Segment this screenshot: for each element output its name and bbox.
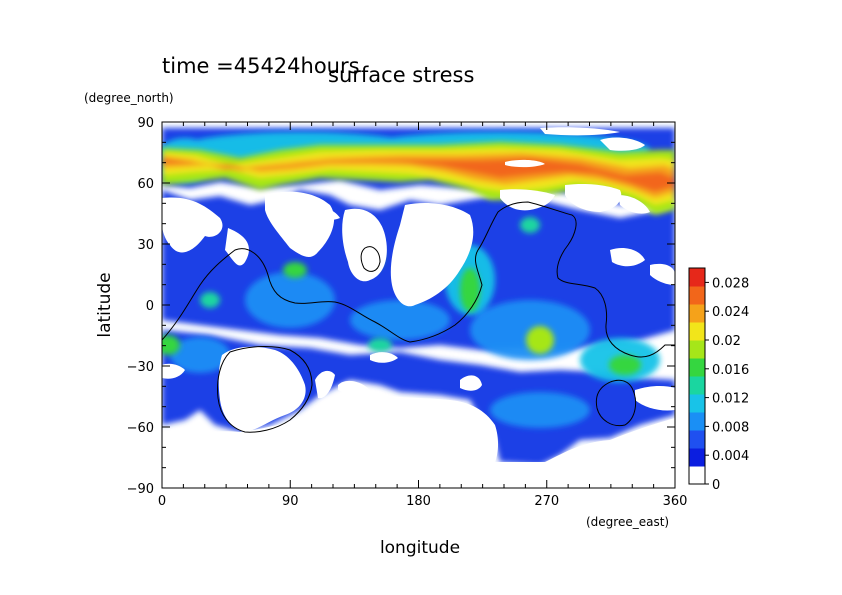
colorbar-tick-label: 0.024 [712, 305, 749, 320]
patch [460, 268, 480, 312]
colorbar-swatch [689, 466, 705, 485]
coastline [162, 201, 675, 358]
y-axis-ticks: −90 −60 −30 0 30 60 90 [127, 116, 675, 497]
x-tick-label: 270 [534, 494, 559, 509]
x-axis-ticks: 0 90 180 270 360 [158, 122, 688, 509]
colorbar-swatch [689, 376, 705, 395]
colorbar-swatch [689, 430, 705, 449]
continent-outlines [162, 201, 675, 433]
chart-title: surface stress [328, 63, 474, 87]
hole [370, 352, 398, 363]
y-tick-label: −60 [127, 421, 154, 436]
y-tick-label: −90 [127, 482, 154, 497]
colorbar-tick-label: 0 [712, 478, 720, 493]
patch [245, 272, 335, 328]
hole [600, 137, 645, 151]
x-tick-label: 180 [406, 494, 431, 509]
patch [200, 292, 220, 308]
colorbar-tick-label: 0.012 [712, 392, 749, 407]
hole [610, 248, 645, 267]
hole [460, 375, 482, 391]
hole [218, 346, 306, 432]
jet-red [162, 158, 675, 192]
colorbar-tick-label: 0.008 [712, 420, 749, 435]
y-unit-label: (degree_north) [84, 91, 174, 105]
patch [283, 262, 307, 278]
colorbar-swatch [689, 412, 705, 431]
hole [342, 208, 387, 282]
coastline [360, 246, 381, 272]
patch [162, 335, 180, 355]
hole [635, 385, 675, 411]
patch [490, 392, 590, 428]
colorbar-swatch [689, 268, 705, 287]
hole [162, 197, 223, 253]
hole [162, 363, 185, 379]
colorbar-swatch [689, 322, 705, 341]
y-tick-label: 30 [137, 238, 154, 253]
colorbar-tick-label: 0.028 [712, 276, 749, 291]
colorbar-tick-label: 0.004 [712, 449, 749, 464]
heatmap-field [162, 122, 675, 488]
colorbar-swatch [689, 340, 705, 359]
y-tick-label: 0 [146, 299, 154, 314]
x-axis-label: longitude [380, 538, 460, 558]
colorbar-tick-label: 0.016 [712, 363, 749, 378]
zero-value-holes [162, 127, 675, 488]
colorbar-tick-label: 0.02 [712, 334, 741, 349]
colorbar-swatch [689, 358, 705, 377]
y-axis-label: latitude [95, 272, 115, 337]
patch [350, 300, 450, 340]
patch [609, 355, 641, 375]
x-tick-label: 360 [663, 494, 688, 509]
patch [170, 337, 230, 373]
colorbar-frame [688, 267, 706, 485]
hole [225, 228, 249, 266]
hole [650, 263, 675, 285]
northern-jet [162, 142, 675, 215]
time-label: time =45424hours [162, 54, 360, 78]
coastline [595, 379, 637, 427]
hole [300, 204, 340, 221]
hole [618, 195, 650, 214]
patch [470, 300, 590, 360]
hole [540, 127, 620, 136]
hole [338, 380, 370, 394]
colorbar-swatch [689, 448, 705, 467]
x-unit-label: (degree_east) [586, 515, 669, 529]
x-tick-label: 90 [282, 494, 299, 509]
colorbar-swatch [689, 286, 705, 305]
patch [526, 326, 554, 354]
hole [162, 395, 675, 488]
y-tick-label: 90 [137, 116, 154, 131]
colorbar-swatch [689, 304, 705, 323]
patch [520, 217, 540, 233]
hole [500, 189, 555, 211]
patch [368, 338, 392, 352]
hole [505, 159, 545, 168]
hole [390, 203, 474, 307]
hole [565, 183, 622, 212]
y-tick-label: −30 [127, 360, 154, 375]
colorbar: 0 0.004 0.008 0.012 0.016 0.02 0.024 0.028 [688, 267, 749, 493]
coastline [217, 346, 313, 433]
y-tick-label: 60 [137, 177, 154, 192]
colorbar-swatch [689, 394, 705, 413]
x-tick-label: 0 [158, 494, 166, 509]
green-patches [162, 217, 641, 375]
hole [315, 370, 335, 399]
